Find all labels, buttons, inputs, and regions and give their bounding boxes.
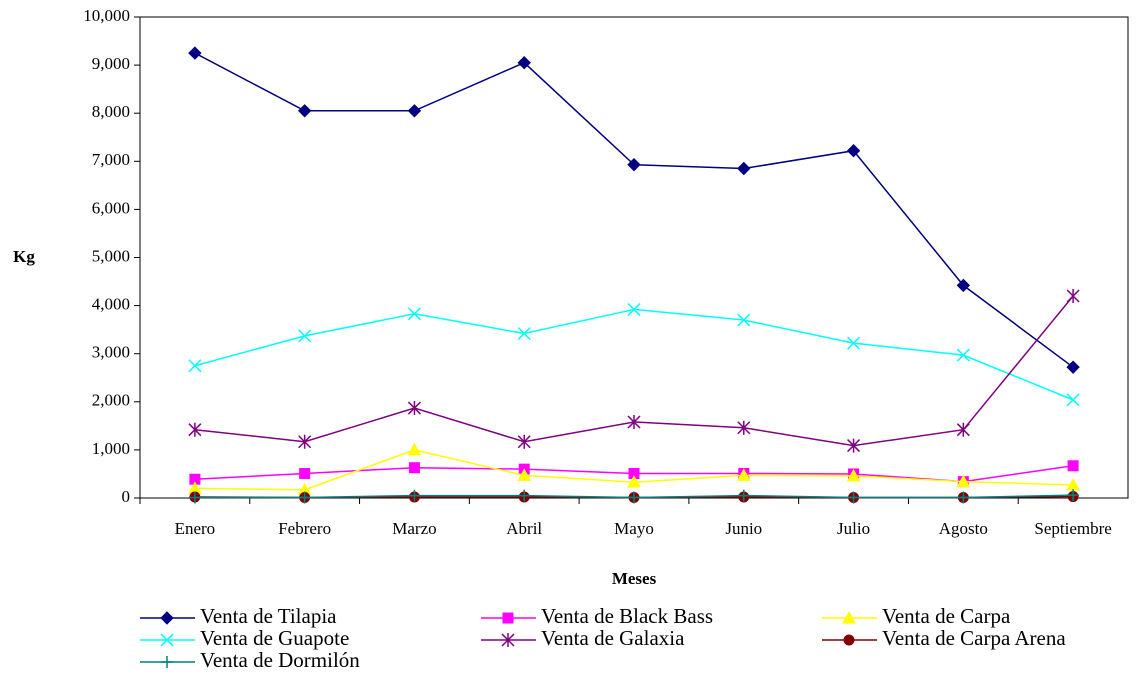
y-tick-label: 9,000 [92,54,130,73]
legend-label: Venta de Carpa [882,604,1011,628]
marker [737,489,750,502]
marker [407,442,422,456]
marker [297,104,312,118]
y-tick-label: 6,000 [92,198,130,217]
marker [188,422,202,437]
marker [843,634,855,646]
x-tick-label: Enero [175,519,216,538]
marker [628,491,640,504]
marker [408,462,420,474]
x-tick-label: Mayo [614,519,654,538]
marker [737,313,751,327]
marker [501,633,515,647]
legend-label: Venta de Galaxia [541,626,685,650]
marker [956,422,970,437]
y-tick-label: 4,000 [92,295,130,314]
marker [956,474,971,488]
marker [627,302,641,316]
marker [627,415,641,430]
marker [407,307,421,321]
legend-label: Venta de Guapote [200,626,349,650]
marker [737,420,751,435]
marker [1066,288,1080,303]
marker [502,612,514,624]
legend-label: Venta de Carpa Arena [882,626,1066,650]
marker [188,491,201,504]
marker [188,46,202,60]
marker [517,434,531,449]
marker [842,610,856,624]
marker [407,104,422,118]
marker [298,434,312,449]
x-tick-label: Febrero [278,519,331,538]
marker [627,475,641,488]
x-tick-label: Agosto [939,519,988,538]
x-tick-label: Julio [837,519,870,538]
series-line [194,52,1074,368]
x-axis-label: Meses [612,569,657,588]
marker [408,489,421,502]
marker [846,144,861,158]
legend-label: Venta de Tilapia [200,604,337,628]
marker [847,336,861,350]
marker [1067,460,1079,472]
y-tick-label: 10,000 [83,6,130,25]
x-tick-label: Marzo [392,519,436,538]
y-tick-label: 2,000 [92,391,130,410]
x-tick-label: Abril [506,519,542,538]
x-tick-label: Septiembre [1034,519,1111,538]
marker [1067,489,1080,502]
y-tick-label: 8,000 [92,102,130,121]
marker [957,491,970,504]
marker [517,326,531,341]
marker [299,467,311,479]
marker [1066,393,1080,407]
y-tick-label: 1,000 [92,439,130,458]
marker [627,157,641,172]
marker [517,55,531,70]
series-line [194,308,1074,401]
marker [736,468,751,481]
marker [160,611,174,625]
marker [847,491,860,504]
marker [161,656,173,668]
marker [298,329,312,343]
marker [517,468,532,481]
x-tick-label: Junio [725,519,762,538]
legend-label: Venta de Black Bass [541,604,713,628]
marker [188,359,202,373]
legend-label: Venta de Dormilón [200,648,360,672]
y-tick-label: 0 [122,487,131,506]
y-tick-label: 7,000 [92,150,130,169]
marker [956,278,971,293]
marker [846,468,861,482]
marker [407,401,421,416]
y-tick-label: 3,000 [92,343,130,362]
marker [1066,360,1080,374]
marker [160,633,174,647]
y-axis-label: Kg [13,247,35,266]
y-tick-label: 5,000 [92,246,130,265]
marker [847,438,861,453]
marker [956,348,970,362]
marker [298,491,311,504]
marker [737,161,751,176]
marker [518,489,531,502]
